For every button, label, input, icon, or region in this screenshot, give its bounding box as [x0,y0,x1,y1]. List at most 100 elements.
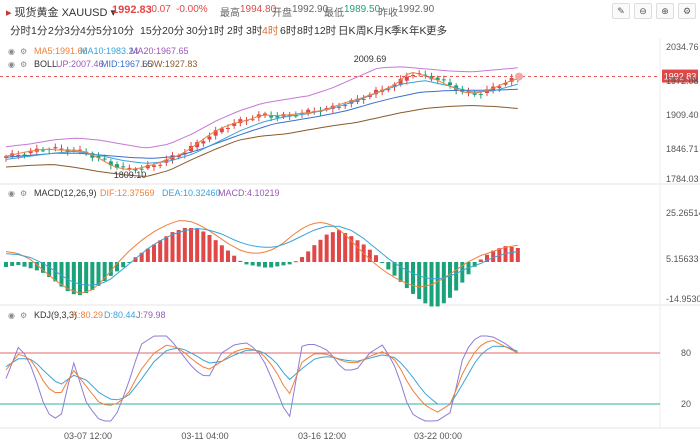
candle-body [139,168,144,170]
macd-bar [398,262,403,282]
tab-period-1[interactable]: 分时 [10,25,31,37]
macd-bar [41,262,45,273]
macd-bar [16,262,21,266]
tab-period-6[interactable]: 5分 [96,25,113,37]
tab-period-16[interactable]: 8时 [297,25,314,37]
candle-body [509,78,514,82]
macd-bar [102,262,107,282]
macd-bar [275,262,280,267]
tab-period-4[interactable]: 3分 [64,25,81,37]
macd-bar [330,232,335,262]
macd-bar [318,239,323,262]
tab-period-22[interactable]: 年K [409,25,427,37]
candle-body [293,115,298,117]
macd-bar [355,240,360,262]
tab-period-21[interactable]: 季K [391,25,409,37]
macd-bar [411,262,415,294]
candle-body [441,79,446,81]
candle-body [133,168,138,171]
macd-bar [10,262,15,266]
candle-body [411,75,415,77]
candle-body [16,154,21,156]
macd-bar [84,262,89,294]
macd-label: MACD(12,26,9) [34,188,97,198]
boll-upper-line [5,66,518,149]
candle-body [343,105,348,107]
macd-bar [152,244,156,262]
candle-body [201,141,206,144]
tab-period-17[interactable]: 12时 [314,25,337,37]
tab-period-9[interactable]: 20分 [162,25,185,37]
toolbar: ✎ ⊖ ⊕ ⚙ [612,3,696,19]
symbol-name[interactable]: ▸ 现货黄金 XAUUSD ▾ [6,7,117,19]
zoom-in-icon[interactable]: ⊕ [656,3,674,19]
macd-bar [65,262,70,292]
tab-period-8[interactable]: 15分 [140,25,163,37]
macd-bar [386,262,391,270]
draw-icon[interactable]: ✎ [612,3,630,19]
last-price: 1992.83 [112,4,152,16]
macd-bar [59,262,64,287]
boll-mid-line [5,88,518,159]
candle-body [219,128,224,133]
macd-dea-label: DEA:10.32460 [162,188,221,198]
candle-body [115,164,119,168]
candle-body [448,82,452,86]
tab-period-20[interactable]: 月K [374,25,392,37]
tab-period-15[interactable]: 6时 [280,25,297,37]
tab-period-11[interactable]: 1时 [208,25,225,37]
high-annotation: 2009.69 [354,54,387,64]
symbol-label: 现货黄金 XAUUSD [14,7,108,19]
tab-period-23[interactable]: 更多 [426,25,447,37]
kdj-j-line [5,335,519,422]
period-tabs: 分时 1分 2分 3分 4分 5分 10分 15分 20分 30分 1时 2时 3时 4时 6时 8时 12时日… [0,22,700,38]
zoom-out-icon[interactable]: ⊖ [634,3,652,19]
boll-settings-icon: ⚙ [20,60,27,69]
candle-body [22,154,27,156]
macd-bar [127,262,132,263]
macd-bar [374,255,378,262]
tab-period-13[interactable]: 3时 [246,25,263,37]
low-label: 最低 [324,8,344,19]
quote-header: ▸ 现货黄金 XAUUSD ▾ 1992.83 -0.07 -0.00% 最高 1… [0,0,700,22]
boll-lower-line [5,105,518,177]
candle-body [349,100,354,104]
tab-period-2[interactable]: 1分 [31,25,48,37]
macd-bar [423,262,428,304]
tab-period-14[interactable]: 4时 [262,25,279,37]
macd-bar [170,232,175,262]
open-value: 1992.90 [292,4,329,15]
tab-period-10[interactable]: 30分 [186,25,209,37]
tab-period-18[interactable]: 日K [338,25,356,37]
macd-bar [515,248,520,262]
macd-bar [509,246,514,262]
price-change: -0.07 [148,4,171,15]
candle-body [374,89,378,95]
price-axis-label: 1784.03 [666,174,699,184]
kdj-k-line [5,339,519,413]
tab-period-3[interactable]: 2分 [48,25,65,37]
tab-period-7[interactable]: 10分 [112,25,135,37]
low-value: 1989.50 [344,4,381,15]
tab-period-5[interactable]: 4分 [80,25,97,37]
kdj-hide-icon: ◉ [8,311,15,320]
tab-period-12[interactable]: 2时 [227,25,244,37]
boll-up-label: UP:2007.46 [56,59,104,69]
candle-body [158,164,163,166]
macd-bar [96,262,101,286]
tab-period-19[interactable]: 周K [356,25,374,37]
macd-hide-icon: ◉ [8,189,15,198]
candle-body [478,94,483,96]
macd-bar [164,236,169,262]
macd-bar [189,228,193,262]
high-label: 最高 [220,8,240,19]
macd-bar [226,250,230,262]
macd-bar [201,231,206,262]
macd-bar [139,252,144,262]
time-axis-label: 03-16 12:00 [298,431,346,441]
kdj-label: KDJ(9,3,3) [34,310,77,320]
macd-bar [306,251,311,262]
macd-bar [460,262,465,283]
settings-icon[interactable]: ⚙ [678,3,696,19]
